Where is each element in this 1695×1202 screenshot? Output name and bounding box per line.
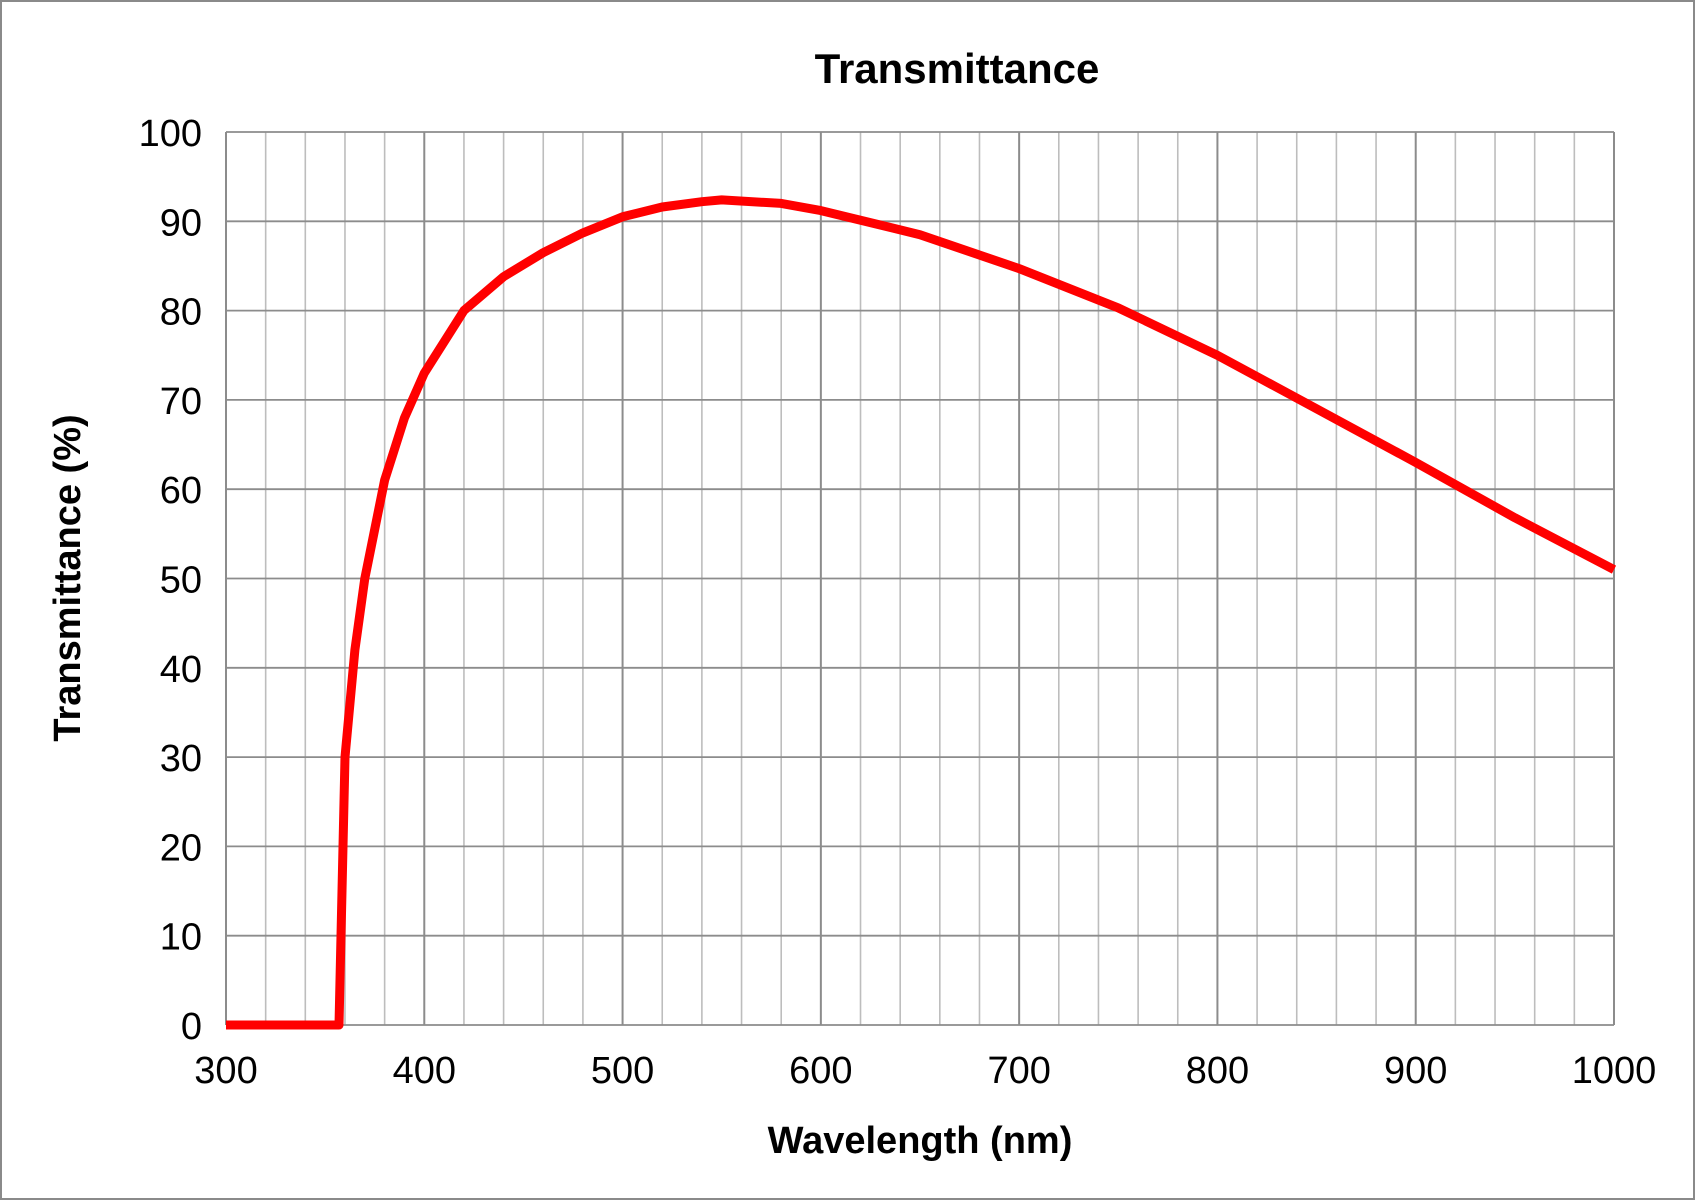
y-tick-label: 40 xyxy=(160,649,202,691)
y-tick-label: 80 xyxy=(160,292,202,334)
y-tick-label: 20 xyxy=(160,827,202,869)
series xyxy=(226,195,1617,1030)
y-tick-label: 90 xyxy=(160,202,202,244)
x-tick-label: 600 xyxy=(789,1050,852,1092)
x-axis-label: Wavelength (nm) xyxy=(768,1120,1073,1162)
y-tick-label: 0 xyxy=(181,1006,202,1048)
y-tick-label: 30 xyxy=(160,738,202,780)
grid xyxy=(225,131,1615,1026)
y-tick-label: 50 xyxy=(160,560,202,602)
y-tick-labels: 0 10 20 30 40 50 60 70 80 90 100 xyxy=(139,113,202,1048)
x-tick-labels: 300 400 500 600 700 800 900 1000 xyxy=(194,1050,1656,1092)
y-tick-label: 70 xyxy=(160,381,202,423)
x-tick-label: 800 xyxy=(1186,1050,1249,1092)
y-tick-label: 100 xyxy=(139,113,202,155)
x-tick-label: 500 xyxy=(591,1050,654,1092)
x-tick-label: 1000 xyxy=(1572,1050,1657,1092)
y-tick-label: 60 xyxy=(160,470,202,512)
chart-title: Transmittance xyxy=(815,45,1100,92)
x-tick-label: 900 xyxy=(1384,1050,1447,1092)
transmittance-line xyxy=(226,195,1617,1030)
y-axis-label: Transmittance (%) xyxy=(47,414,89,741)
x-tick-label: 300 xyxy=(194,1050,257,1092)
x-tick-label: 700 xyxy=(987,1050,1050,1092)
y-tick-label: 10 xyxy=(160,917,202,959)
x-tick-label: 400 xyxy=(393,1050,456,1092)
